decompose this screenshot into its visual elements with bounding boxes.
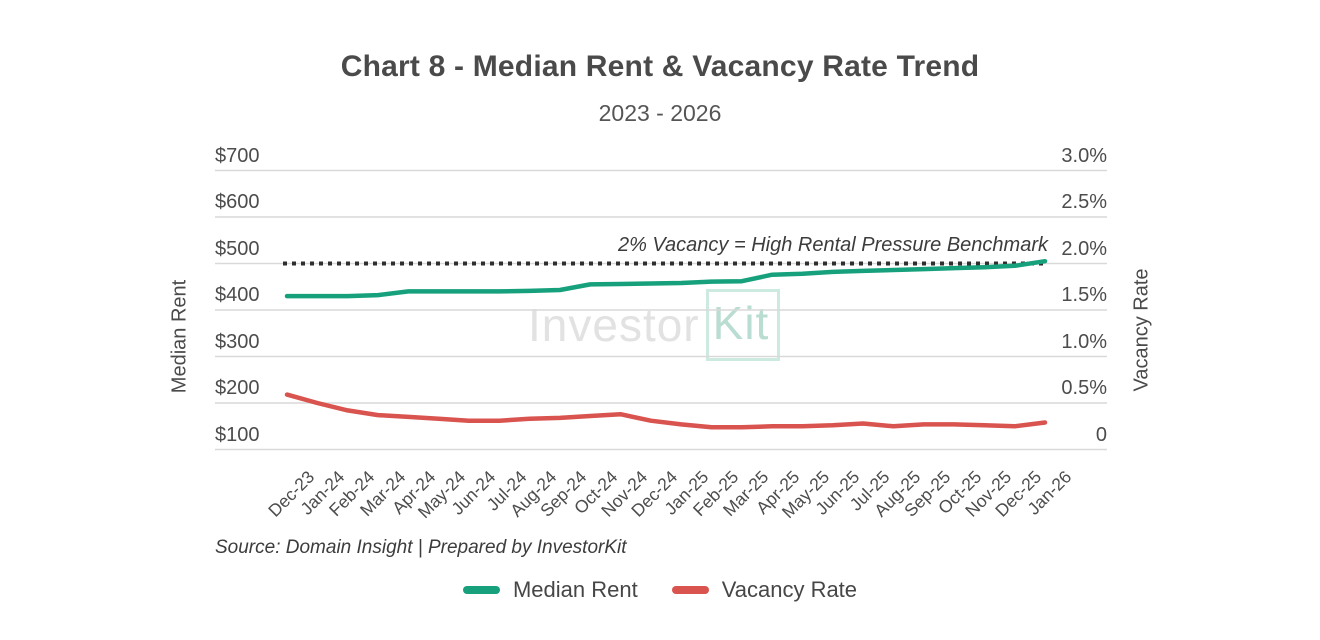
left-tick-label: $500 xyxy=(215,237,260,260)
left-tick-label: $200 xyxy=(215,377,260,399)
vacancy-rate-line xyxy=(284,392,1048,430)
chart-legend: Median Rent Vacancy Rate xyxy=(0,572,1320,608)
left-tick-label: $400 xyxy=(215,284,260,306)
median-rent-line xyxy=(284,258,1048,299)
legend-swatch xyxy=(671,586,709,594)
right-tick-label: 0 xyxy=(1095,423,1107,446)
left-tick-label: $300 xyxy=(215,330,260,353)
chart-title: Chart 8 - Median Rent & Vacancy Rate Tre… xyxy=(340,50,980,83)
legend-label: Vacancy Rate xyxy=(721,577,858,602)
right-tick-label: 2.0% xyxy=(1061,237,1107,260)
right-tick-label: 1.0% xyxy=(1061,330,1107,353)
right-tick-label: 2.5% xyxy=(1061,191,1107,213)
chart-subtitle: 2023 - 2026 xyxy=(598,100,722,126)
left-tick-label: $600 xyxy=(215,191,260,213)
legend-item-median-rent: Median Rent xyxy=(462,577,638,603)
left-tick-label: $700 xyxy=(215,144,260,167)
legend-item-vacancy-rate: Vacancy Rate xyxy=(671,577,858,603)
left-tick-label: $100 xyxy=(215,423,260,446)
right-tick-label: 1.5% xyxy=(1061,284,1107,306)
source-caption: Source: Domain Insight | Prepared by Inv… xyxy=(215,537,627,558)
investorkit-watermark: Investor Kit xyxy=(528,289,781,361)
legend-label: Median Rent xyxy=(512,577,638,602)
watermark-investor-text: Investor xyxy=(528,299,700,351)
legend-swatch xyxy=(462,586,500,594)
watermark-kit-badge: Kit xyxy=(705,289,781,361)
benchmark-annotation: 2% Vacancy = High Rental Pressure Benchm… xyxy=(617,234,1048,256)
right-tick-label: 0.5% xyxy=(1061,377,1107,399)
right-tick-label: 3.0% xyxy=(1061,144,1107,167)
